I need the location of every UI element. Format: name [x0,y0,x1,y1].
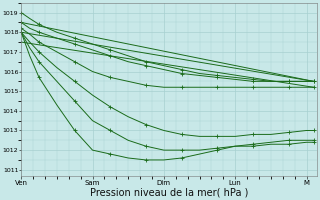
X-axis label: Pression niveau de la mer( hPa ): Pression niveau de la mer( hPa ) [90,187,248,197]
